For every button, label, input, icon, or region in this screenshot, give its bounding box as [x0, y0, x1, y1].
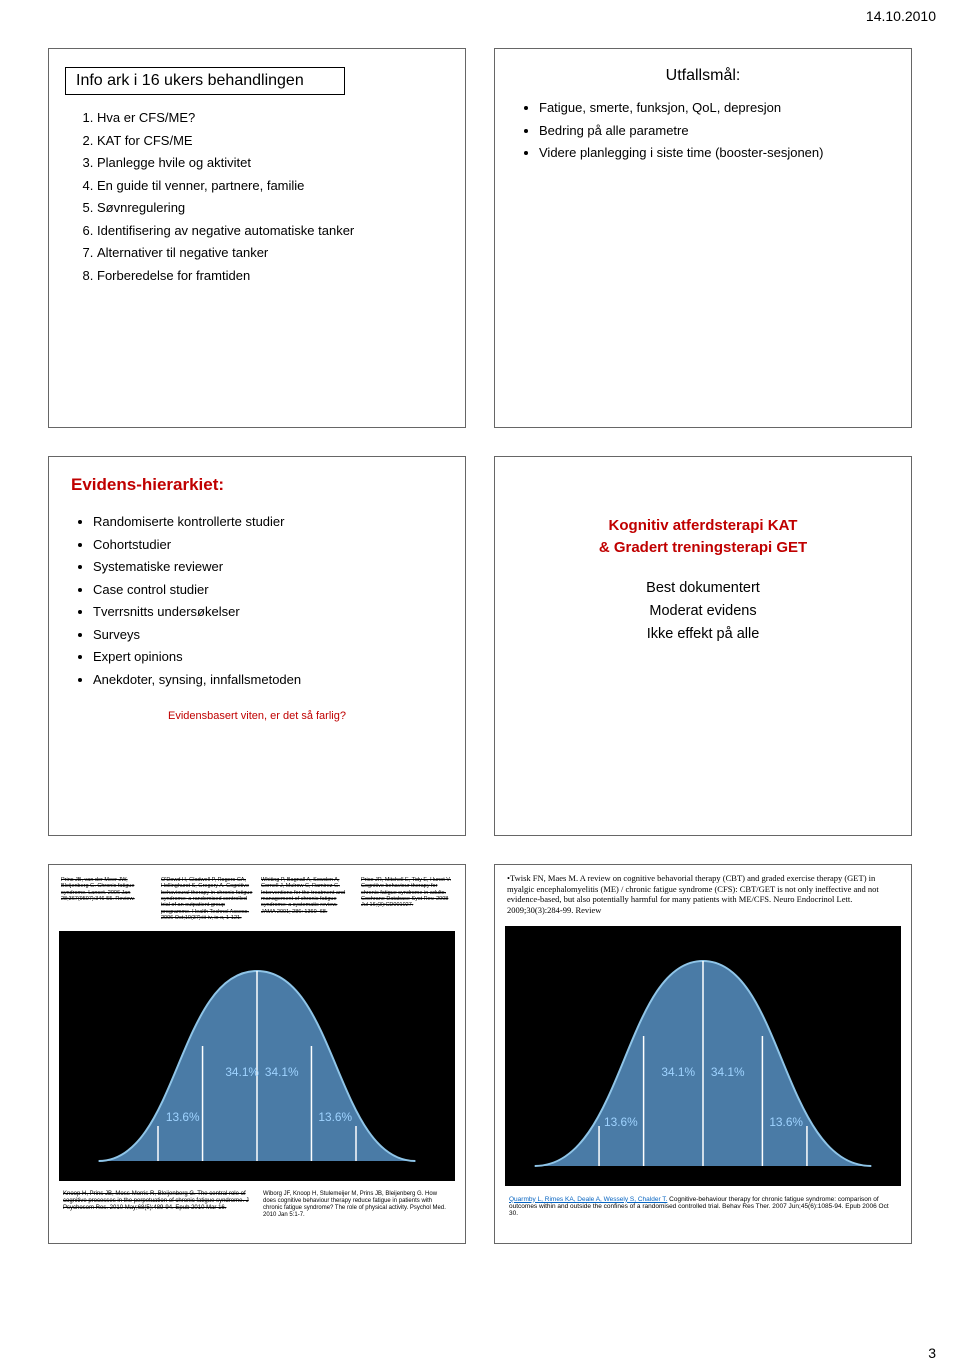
reference: Prins JB, van der Meer JW, Bleijenberg G…	[61, 877, 153, 921]
slide6-ref-top: •Twisk FN, Maes M. A review on cognitive…	[501, 871, 905, 926]
list-item: Planlegge hvile og aktivitet	[97, 154, 443, 172]
bell-svg: 34.1% 34.1% 13.6% 13.6%	[505, 926, 901, 1186]
reference: Whiting P, Bagnall A, Sowden A, Cornell …	[261, 877, 353, 921]
list-item: Expert opinions	[93, 648, 443, 666]
slide-grid: Info ark i 16 ukers behandlingen Hva er …	[48, 48, 912, 1244]
list-item: Alternativer til negative tanker	[97, 244, 443, 262]
pct-label: 34.1%	[225, 1065, 259, 1079]
pct-label: 13.6%	[166, 1110, 200, 1124]
slide4-line5: Ikke effekt på alle	[517, 623, 889, 646]
list-item: En guide til venner, partnere, familie	[97, 177, 443, 195]
slide4-line4: Moderat evidens	[517, 600, 889, 623]
slide1-title: Info ark i 16 ukers behandlingen	[76, 72, 304, 89]
reference: O'Dowd H, Gladwell P, Rogers CA, Holling…	[161, 877, 253, 921]
pct-label: 13.6%	[769, 1114, 803, 1128]
slide4-content: Kognitiv atferdsterapi KAT & Gradert tre…	[517, 475, 889, 646]
list-item: Randomiserte kontrollerte studier	[93, 513, 443, 531]
reference: Wiborg JF, Knoop H, Stulemeijer M, Prins…	[263, 1191, 451, 1219]
slide2-list: Fatigue, smerte, funksjon, QoL, depresjo…	[517, 99, 889, 162]
slide4-line2: & Gradert treningsterapi GET	[517, 537, 889, 559]
slide5-refs-top: Prins JB, van der Meer JW, Bleijenberg G…	[55, 871, 459, 931]
slide-utfallsmal: Utfallsmål: Fatigue, smerte, funksjon, Q…	[494, 48, 912, 428]
page-number: 3	[928, 1345, 936, 1361]
slide1-list: Hva er CFS/ME? KAT for CFS/ME Planlegge …	[71, 109, 443, 284]
pct-label: 13.6%	[604, 1114, 638, 1128]
reference: Knoop H, Prins JB, Moss-Morris R, Bleije…	[63, 1191, 251, 1219]
bell-svg: 34.1% 34.1% 13.6% 13.6%	[59, 931, 455, 1181]
slide-bell-right: •Twisk FN, Maes M. A review on cognitive…	[494, 864, 912, 1244]
list-item: Bedring på alle parametre	[539, 122, 889, 140]
slide2-title: Utfallsmål:	[517, 67, 889, 85]
slide3-list: Randomiserte kontrollerte studier Cohort…	[71, 513, 443, 688]
list-item: Anekdoter, synsing, innfallsmetoden	[93, 671, 443, 689]
slide-kat-get: Kognitiv atferdsterapi KAT & Gradert tre…	[494, 456, 912, 836]
list-item: Søvnregulering	[97, 199, 443, 217]
list-item: Fatigue, smerte, funksjon, QoL, depresjo…	[539, 99, 889, 117]
pct-label: 34.1%	[711, 1064, 745, 1078]
slide6-refs-bottom: Quarmby L, Rimes KA, Deale A, Wessely S,…	[501, 1190, 905, 1218]
bell-chart: 34.1% 34.1% 13.6% 13.6%	[505, 926, 901, 1186]
list-item: Identifisering av negative automatiske t…	[97, 222, 443, 240]
list-item: Videre planlegging i siste time (booster…	[539, 144, 889, 162]
pct-label: 13.6%	[318, 1110, 352, 1124]
pct-label: 34.1%	[265, 1065, 299, 1079]
list-item: Surveys	[93, 626, 443, 644]
pct-label: 34.1%	[661, 1064, 695, 1078]
slide3-title: Evidens-hierarkiet:	[71, 475, 443, 495]
slide-evidens-hierarkiet: Evidens-hierarkiet: Randomiserte kontrol…	[48, 456, 466, 836]
slide4-line3: Best dokumentert	[517, 577, 889, 600]
bell-chart: 34.1% 34.1% 13.6% 13.6%	[59, 931, 455, 1181]
slide1-title-box: Info ark i 16 ukers behandlingen	[65, 67, 345, 95]
page-date: 14.10.2010	[866, 8, 936, 24]
slide5-refs-bottom: Knoop H, Prins JB, Moss-Morris R, Bleije…	[55, 1185, 459, 1219]
slide3-footer: Evidensbasert viten, er det så farlig?	[71, 710, 443, 722]
slide-info-ark: Info ark i 16 ukers behandlingen Hva er …	[48, 48, 466, 428]
slide4-line1: Kognitiv atferdsterapi KAT	[517, 515, 889, 537]
list-item: Tverrsnitts undersøkelser	[93, 603, 443, 621]
slide-bell-left: Prins JB, van der Meer JW, Bleijenberg G…	[48, 864, 466, 1244]
list-item: Systematiske reviewer	[93, 558, 443, 576]
list-item: Hva er CFS/ME?	[97, 109, 443, 127]
reference: Quarmby L, Rimes KA, Deale A, Wessely S,…	[509, 1196, 897, 1218]
list-item: Case control studier	[93, 581, 443, 599]
list-item: Cohortstudier	[93, 536, 443, 554]
list-item: KAT for CFS/ME	[97, 132, 443, 150]
list-item: Forberedelse for framtiden	[97, 267, 443, 285]
reference: Price JR, Mitchell E, Tidy E, Hunot V. C…	[361, 877, 453, 921]
